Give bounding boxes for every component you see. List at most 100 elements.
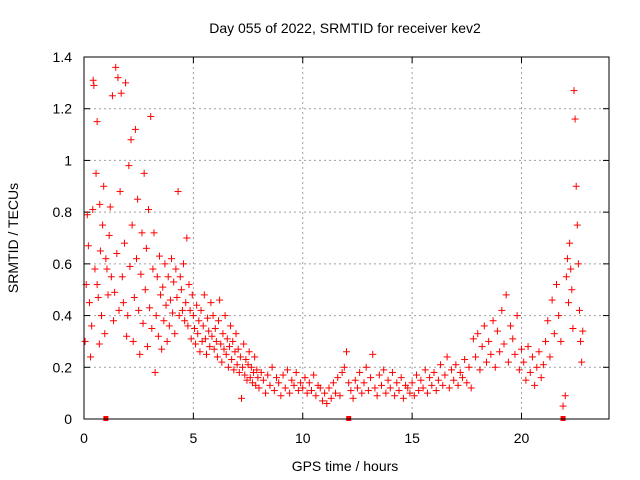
- data-point: [164, 273, 172, 281]
- data-point: [329, 379, 337, 387]
- data-point: [318, 397, 326, 405]
- data-point: [391, 392, 399, 400]
- data-point: [177, 286, 185, 294]
- data-point: [190, 325, 198, 332]
- data-point: [555, 312, 563, 320]
- data-point: [127, 136, 135, 144]
- data-point: [125, 162, 133, 170]
- data-point: [170, 278, 178, 286]
- data-point: [535, 348, 543, 356]
- data-point: [247, 363, 255, 371]
- data-point: [241, 371, 249, 379]
- data-point: [395, 387, 403, 395]
- data-point: [542, 337, 550, 345]
- data-point: [480, 322, 488, 330]
- data-point: [234, 345, 242, 353]
- data-point: [419, 384, 427, 392]
- data-point: [288, 376, 296, 384]
- data-point: [546, 353, 554, 361]
- data-point: [108, 92, 116, 100]
- data-point: [445, 384, 453, 392]
- data-point: [528, 353, 536, 361]
- data-point: [373, 392, 381, 400]
- data-point: [141, 286, 149, 294]
- data-point: [220, 345, 228, 353]
- data-point: [148, 325, 156, 332]
- data-point: [511, 350, 519, 358]
- grid: [84, 57, 609, 419]
- data-point: [94, 293, 102, 301]
- data-point: [232, 330, 240, 338]
- data-point: [185, 281, 193, 289]
- data-point: [461, 356, 469, 364]
- data-point: [467, 384, 475, 392]
- data-point: [139, 319, 147, 327]
- data-point: [107, 273, 115, 281]
- data-point: [257, 368, 265, 376]
- data-point: [142, 244, 150, 252]
- data-point: [242, 356, 250, 364]
- data-point: [240, 340, 248, 348]
- data-point: [364, 387, 372, 395]
- data-point: [575, 306, 583, 314]
- data-point: [281, 384, 289, 392]
- data-point: [283, 366, 291, 374]
- data-point: [413, 371, 420, 379]
- data-point: [567, 265, 575, 273]
- data-point: [458, 374, 466, 382]
- data-point: [456, 368, 464, 376]
- y-axis-label: SRMTID / TECUs: [5, 183, 21, 293]
- data-point: [102, 255, 110, 263]
- data-point: [153, 273, 161, 281]
- data-point: [500, 340, 508, 348]
- data-point: [162, 301, 170, 309]
- data-point: [518, 345, 525, 353]
- data-point: [380, 366, 388, 374]
- data-point: [155, 252, 163, 260]
- data-point: [208, 332, 216, 340]
- data-point: [255, 384, 263, 392]
- data-point: [340, 363, 348, 371]
- data-point: [218, 358, 226, 366]
- data-point: [151, 368, 159, 376]
- data-point: [526, 368, 534, 376]
- data-point: [279, 371, 287, 379]
- data-point: [134, 195, 142, 203]
- data-point: [93, 118, 101, 126]
- data-point: [504, 358, 512, 366]
- data-point: [472, 353, 480, 361]
- data-point: [358, 389, 366, 397]
- data-point: [430, 368, 438, 376]
- data-point: [120, 239, 128, 247]
- data-point: [203, 350, 210, 358]
- data-point: [158, 345, 166, 353]
- data-point: [188, 291, 196, 299]
- data-point: [577, 337, 585, 345]
- data-point: [150, 229, 158, 237]
- data-point: [301, 374, 309, 382]
- data-point: [87, 353, 95, 361]
- data-point: [338, 368, 346, 376]
- data-point: [454, 381, 462, 389]
- data-point: [498, 306, 506, 314]
- data-point: [323, 399, 331, 407]
- data-point: [143, 343, 151, 351]
- data-point: [136, 350, 144, 358]
- data-point: [184, 322, 192, 330]
- data-point: [129, 337, 137, 345]
- y-tick-label: 0.2: [53, 359, 73, 375]
- data-point: [579, 327, 587, 335]
- data-point: [476, 366, 484, 374]
- data-point: [332, 389, 340, 397]
- data-point: [128, 221, 136, 229]
- data-point: [216, 296, 224, 304]
- data-point: [131, 125, 139, 133]
- data-point: [88, 322, 96, 330]
- data-point: [207, 299, 215, 307]
- data-point: [264, 371, 272, 379]
- data-point: [165, 322, 173, 330]
- data-point: [520, 358, 528, 366]
- data-series: [81, 63, 587, 421]
- data-point: [544, 317, 552, 325]
